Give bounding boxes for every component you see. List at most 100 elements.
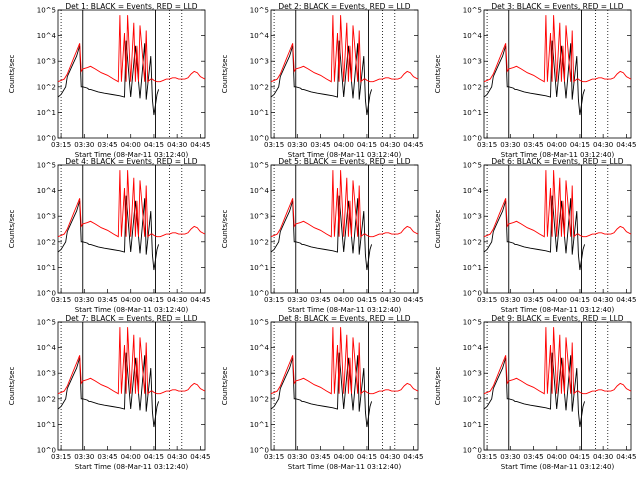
plot-frame <box>57 321 206 451</box>
x-tick-label: 04:15 <box>357 453 377 461</box>
panel-title: Det 7: BLACK = Events, RED = LLD <box>65 314 197 323</box>
x-tick-label: 04:00 <box>334 141 354 149</box>
x-tick-label: 04:15 <box>570 296 590 304</box>
y-tick-label: 10^4 <box>37 344 57 352</box>
series-line-events <box>57 195 160 271</box>
panel-title: Det 3: BLACK = Events, RED = LLD <box>491 2 623 11</box>
x-tick-label: 04:30 <box>593 453 613 461</box>
plot-frame <box>483 9 632 139</box>
y-axis-label: Counts/sec <box>8 210 16 249</box>
x-tick-label: 03:15 <box>51 141 71 149</box>
y-tick-label: 10^5 <box>37 162 56 170</box>
y-axis-label: Counts/sec <box>434 55 442 94</box>
y-tick-label: 10^0 <box>250 135 269 143</box>
series-line-events <box>483 352 586 428</box>
y-axis-label: Counts/sec <box>434 210 442 249</box>
x-tick-label: 04:00 <box>121 141 141 149</box>
y-tick-label: 10^4 <box>463 187 483 195</box>
x-tick-label: 03:45 <box>523 141 543 149</box>
series-line-events <box>270 195 373 271</box>
x-tick-label: 04:00 <box>121 453 141 461</box>
y-tick-label: 10^4 <box>250 32 270 40</box>
panel-svg: Det 1: BLACK = Events, RED = LLD 10^0 10^1… <box>8 2 210 159</box>
panel-3: Det 3: BLACK = Events, RED = LLD 10^0 10^1… <box>426 0 636 160</box>
y-tick-label: 10^4 <box>250 344 270 352</box>
x-tick-label: 03:15 <box>51 453 71 461</box>
panel-svg: Det 4: BLACK = Events, RED = LLD 10^0 10^1… <box>8 157 210 314</box>
y-tick-label: 10^4 <box>37 32 57 40</box>
x-tick-label: 03:30 <box>287 141 307 149</box>
series-line-lld <box>483 170 632 238</box>
y-tick-label: 10^3 <box>463 213 482 221</box>
y-tick-label: 10^0 <box>37 290 56 298</box>
x-tick-label: 03:45 <box>310 296 330 304</box>
panel-svg: Det 6: BLACK = Events, RED = LLD 10^0 10^1… <box>434 157 636 314</box>
y-tick-label: 10^5 <box>250 162 269 170</box>
panel-1: Det 1: BLACK = Events, RED = LLD 10^0 10^1… <box>0 0 210 160</box>
plot-frame <box>270 9 419 139</box>
y-tick-label: 10^5 <box>37 319 56 327</box>
x-tick-label: 04:00 <box>334 296 354 304</box>
y-tick-label: 10^4 <box>463 344 483 352</box>
y-tick-label: 10^4 <box>463 32 483 40</box>
x-tick-label: 04:45 <box>190 453 210 461</box>
series-line-events <box>57 352 160 428</box>
x-tick-label: 04:00 <box>334 453 354 461</box>
y-tick-label: 10^2 <box>37 83 56 91</box>
y-axis-label: Counts/sec <box>221 367 229 406</box>
y-axis-label: Counts/sec <box>221 210 229 249</box>
plot-frame <box>483 321 632 451</box>
panel-title: Det 2: BLACK = Events, RED = LLD <box>278 2 410 11</box>
y-tick-label: 10^3 <box>250 370 269 378</box>
panel-title: Det 5: BLACK = Events, RED = LLD <box>278 157 410 166</box>
x-tick-label: 04:00 <box>121 296 141 304</box>
x-tick-label: 04:45 <box>616 141 636 149</box>
y-tick-label: 10^4 <box>37 187 57 195</box>
x-tick-label: 03:30 <box>500 296 520 304</box>
x-tick-label: 03:45 <box>97 141 117 149</box>
x-axis-label: Start Time (08-Mar-11 03:12:40) <box>501 463 615 471</box>
plot-frame <box>57 164 206 294</box>
x-tick-label: 04:15 <box>144 453 164 461</box>
panel-9: Det 9: BLACK = Events, RED = LLD 10^0 10^1… <box>426 312 636 472</box>
y-tick-label: 10^2 <box>37 395 56 403</box>
panel-title: Det 9: BLACK = Events, RED = LLD <box>491 314 623 323</box>
x-tick-label: 04:45 <box>616 453 636 461</box>
x-tick-label: 03:45 <box>523 453 543 461</box>
y-tick-label: 10^2 <box>463 395 482 403</box>
y-tick-label: 10^3 <box>37 58 56 66</box>
x-tick-label: 04:00 <box>547 141 567 149</box>
y-tick-label: 10^3 <box>250 213 269 221</box>
x-tick-label: 04:15 <box>570 141 590 149</box>
x-tick-label: 03:15 <box>477 141 497 149</box>
x-tick-label: 03:30 <box>287 296 307 304</box>
series-line-lld <box>483 15 632 83</box>
series-line-lld <box>270 170 419 238</box>
x-axis-label: Start Time (08-Mar-11 03:12:40) <box>501 306 615 314</box>
y-tick-label: 10^5 <box>463 319 482 327</box>
panel-svg: Det 7: BLACK = Events, RED = LLD 10^0 10^1… <box>8 314 210 471</box>
x-tick-label: 03:30 <box>500 141 520 149</box>
y-tick-label: 10^5 <box>463 162 482 170</box>
panel-title: Det 8: BLACK = Events, RED = LLD <box>278 314 410 323</box>
x-tick-label: 03:15 <box>477 296 497 304</box>
x-tick-label: 04:45 <box>403 296 423 304</box>
y-tick-label: 10^0 <box>463 447 482 455</box>
x-tick-label: 03:45 <box>310 141 330 149</box>
x-tick-label: 04:30 <box>167 296 187 304</box>
y-tick-label: 10^0 <box>37 447 56 455</box>
x-tick-label: 04:00 <box>547 296 567 304</box>
x-tick-label: 04:30 <box>380 453 400 461</box>
panel-4: Det 4: BLACK = Events, RED = LLD 10^0 10^1… <box>0 155 210 315</box>
x-tick-label: 04:30 <box>167 141 187 149</box>
y-tick-label: 10^1 <box>463 421 482 429</box>
panel-7: Det 7: BLACK = Events, RED = LLD 10^0 10^1… <box>0 312 210 472</box>
x-tick-label: 04:30 <box>380 141 400 149</box>
x-tick-label: 03:30 <box>74 141 94 149</box>
series-line-lld <box>57 327 206 395</box>
series-line-events <box>483 195 586 271</box>
x-tick-label: 03:45 <box>310 453 330 461</box>
panel-svg: Det 8: BLACK = Events, RED = LLD 10^0 10^1… <box>221 314 423 471</box>
y-tick-label: 10^4 <box>250 187 270 195</box>
y-axis-label: Counts/sec <box>221 55 229 94</box>
